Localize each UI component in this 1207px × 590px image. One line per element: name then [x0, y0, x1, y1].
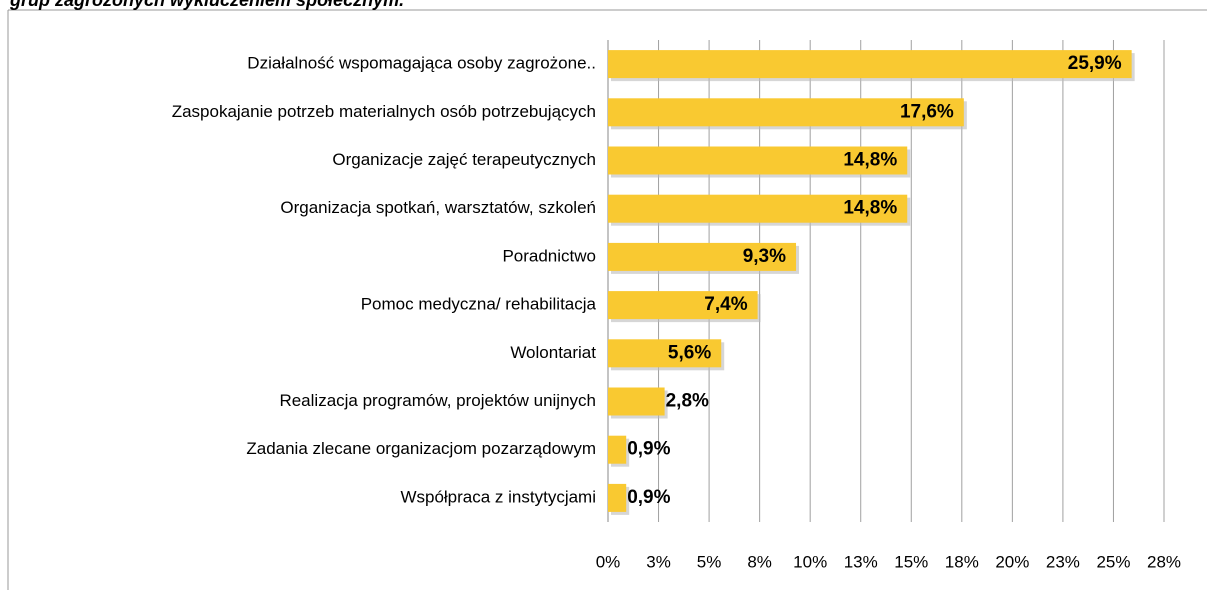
value-label: 0,9%: [627, 439, 670, 460]
category-label: Pomoc medyczna/ rehabilitacja: [361, 295, 597, 314]
value-label: 2,8%: [666, 391, 709, 412]
category-label: Organizacje zajęć terapeutycznych: [332, 150, 596, 169]
x-tick-label: 25%: [1096, 552, 1130, 571]
x-tick-label: 13%: [844, 552, 878, 571]
value-label: 5,6%: [668, 342, 711, 363]
category-label: Organizacja spotkań, warsztatów, szkoleń: [280, 198, 596, 217]
value-label: 14,8%: [843, 198, 897, 219]
category-label: Zadania zlecane organizacjom pozarządowy…: [246, 439, 596, 458]
x-tick-label: 20%: [995, 552, 1029, 571]
value-label: 14,8%: [843, 150, 897, 171]
value-label: 25,9%: [1068, 53, 1122, 74]
bar: [608, 98, 964, 127]
bar: [608, 50, 1132, 79]
x-tick-label: 0%: [596, 552, 621, 571]
bar: [608, 339, 722, 368]
x-tick-label: 3%: [646, 552, 671, 571]
bar: [608, 435, 627, 464]
x-tick-label: 28%: [1147, 552, 1181, 571]
value-label: 9,3%: [743, 246, 786, 267]
value-label: 17,6%: [900, 101, 954, 122]
bar: [608, 483, 627, 512]
category-label: Wolontariat: [510, 343, 596, 362]
bar: [608, 194, 908, 223]
x-tick-label: 23%: [1046, 552, 1080, 571]
category-label: Realizacja programów, projektów unijnych: [279, 391, 596, 410]
value-label: 7,4%: [704, 294, 747, 315]
chart-title: grup zagrożonych wykluczeniem społecznym…: [9, 0, 404, 10]
x-tick-label: 8%: [747, 552, 772, 571]
category-label: Poradnictwo: [502, 246, 596, 265]
x-tick-label: 15%: [894, 552, 928, 571]
category-label: Zaspokajanie potrzeb materialnych osób p…: [172, 102, 596, 121]
bar: [608, 291, 758, 320]
x-tick-label: 10%: [793, 552, 827, 571]
bar: [608, 387, 665, 416]
bar: [608, 146, 908, 175]
bar: [608, 242, 797, 271]
category-label: Działalność wspomagająca osoby zagrożone…: [247, 54, 596, 73]
value-label: 0,9%: [627, 487, 670, 508]
category-label: Współpraca z instytycjami: [400, 487, 596, 506]
x-tick-label: 18%: [945, 552, 979, 571]
x-tick-label: 5%: [697, 552, 722, 571]
